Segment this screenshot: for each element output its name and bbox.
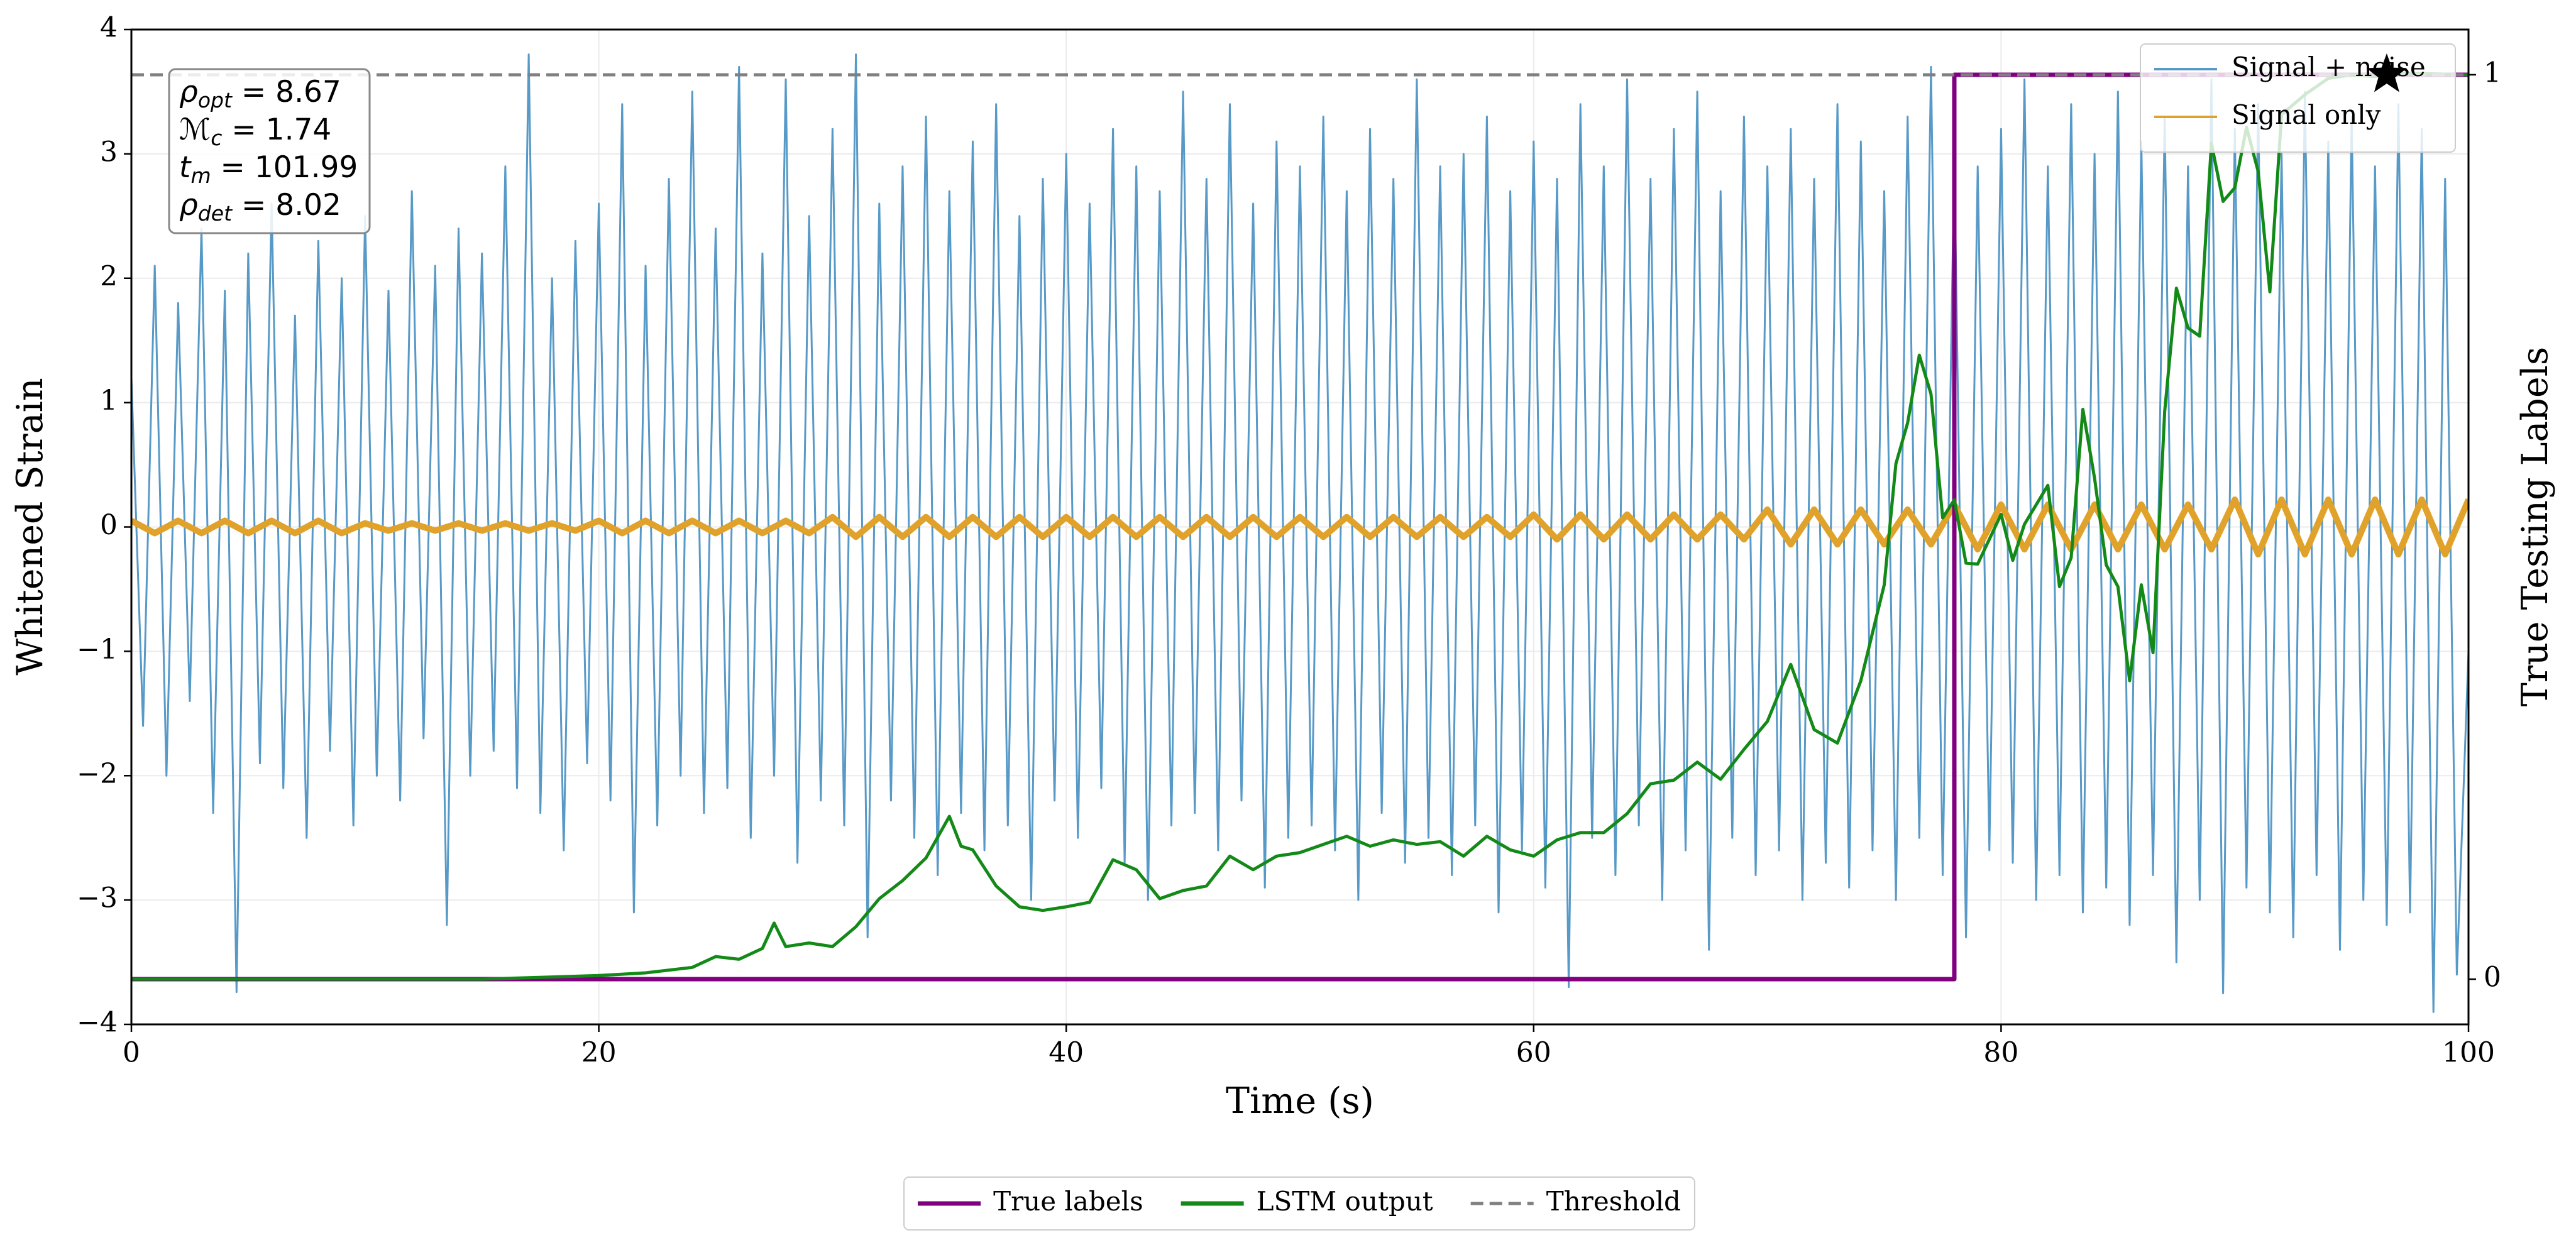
y-tick-label: 4 bbox=[100, 12, 118, 44]
series-line bbox=[131, 496, 2469, 557]
annotation-line: ℳc = 1.74 bbox=[179, 112, 331, 150]
annotation-subscript: c bbox=[211, 126, 222, 150]
annotation-line: ρopt = 8.67 bbox=[179, 75, 341, 112]
legend: Signal + noise Signal only bbox=[2140, 43, 2456, 153]
y2-axis-label: True Testing Labels bbox=[2514, 347, 2556, 706]
y2-tick-label: 0 bbox=[2484, 962, 2501, 994]
x-tick-label: 40 bbox=[1049, 1037, 1084, 1069]
annotation-symbol: t bbox=[179, 150, 192, 185]
x-tick-label: 20 bbox=[581, 1037, 617, 1069]
y-tick-label: −3 bbox=[77, 882, 118, 914]
legend-label: Signal only bbox=[2232, 99, 2381, 130]
annotation-value: = 101.99 bbox=[211, 150, 358, 185]
x-tick-label: 80 bbox=[1983, 1037, 2018, 1069]
y-tick-label: −1 bbox=[77, 633, 118, 666]
legend-frame bbox=[903, 1176, 1695, 1231]
annotation-subscript: m bbox=[190, 163, 211, 188]
annotation-subscript: det bbox=[198, 201, 233, 226]
detection-star bbox=[2366, 53, 2408, 92]
legend: True labels LSTM output Threshold bbox=[903, 1176, 1695, 1231]
annotation-symbol: ℳ bbox=[179, 112, 211, 147]
x-tick-label: 100 bbox=[2442, 1037, 2495, 1069]
legend-label: True labels bbox=[993, 1186, 1143, 1217]
annotation-symbol: ρ bbox=[179, 75, 198, 109]
series-line bbox=[131, 71, 2469, 981]
legend-label: LSTM output bbox=[1257, 1186, 1433, 1217]
annotation-value: = 8.02 bbox=[232, 188, 341, 222]
annotation-frame bbox=[168, 68, 371, 234]
y-tick-label: 3 bbox=[100, 136, 118, 168]
y-tick-label: −2 bbox=[77, 758, 118, 790]
annotation-value: = 8.67 bbox=[232, 75, 341, 109]
y-axis-label: Whitened Strain bbox=[9, 378, 51, 675]
x-axis-label: Time (s) bbox=[1226, 1080, 1374, 1122]
annotation-symbol: ρ bbox=[179, 188, 198, 222]
annotation-line: ρdet = 8.02 bbox=[179, 188, 341, 226]
series-line bbox=[131, 53, 2469, 1013]
y-tick-label: 1 bbox=[100, 385, 118, 417]
x-tick-label: 0 bbox=[123, 1037, 140, 1069]
annotation-value: = 1.74 bbox=[222, 112, 331, 147]
y-tick-label: 0 bbox=[100, 509, 118, 541]
x-tick-label: 60 bbox=[1516, 1037, 1551, 1069]
annotation-subscript: opt bbox=[198, 88, 233, 112]
y-tick-label: −4 bbox=[77, 1007, 118, 1039]
annotation-line: tm = 101.99 bbox=[179, 150, 358, 188]
legend-label: Threshold bbox=[1546, 1186, 1681, 1217]
y2-tick-label: 1 bbox=[2484, 57, 2501, 89]
legend-label: Signal + noise bbox=[2232, 52, 2426, 82]
y-tick-label: 2 bbox=[100, 260, 118, 292]
